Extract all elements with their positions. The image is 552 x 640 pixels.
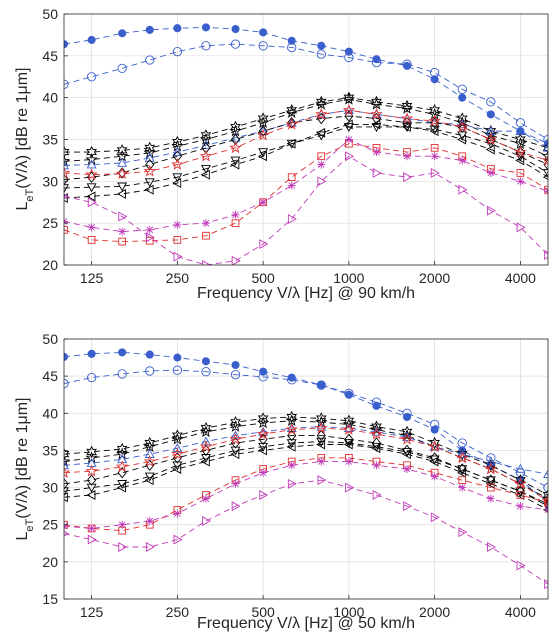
x-tick-label: 2000	[419, 270, 450, 286]
data-point	[119, 30, 126, 37]
y-tick-label: 50	[42, 6, 58, 22]
data-point	[372, 148, 380, 156]
data-point	[146, 26, 153, 33]
data-point	[174, 25, 181, 32]
data-point	[232, 361, 239, 368]
data-point	[403, 465, 411, 473]
data-point	[458, 484, 466, 492]
data-point	[345, 458, 353, 466]
data-point	[88, 223, 96, 231]
data-point	[259, 198, 267, 206]
y-tick-label: 15	[42, 591, 58, 607]
data-point	[487, 169, 495, 177]
x-tick-label: 125	[80, 270, 104, 286]
x-tick-label: 125	[80, 604, 104, 620]
data-point	[288, 461, 296, 469]
data-point	[232, 25, 239, 32]
y-tick-label: 45	[42, 368, 58, 384]
y-tick-label: 50	[42, 331, 58, 347]
data-point	[458, 156, 466, 164]
y-tick-label: 45	[42, 48, 58, 64]
data-point	[318, 381, 325, 388]
data-point	[487, 495, 495, 503]
data-point	[459, 94, 466, 101]
data-point	[232, 211, 240, 219]
data-point	[372, 461, 380, 469]
data-point	[431, 426, 438, 433]
x-tick-label: 250	[166, 270, 190, 286]
data-point	[202, 219, 210, 227]
data-point	[202, 495, 210, 503]
y-tick-label: 30	[42, 480, 58, 496]
x-axis-label: Frequency V/λ [Hz] @ 50 km/h	[197, 615, 415, 632]
y-tick-label: 35	[42, 442, 58, 458]
data-point	[88, 350, 95, 357]
data-point	[119, 349, 126, 356]
y-tick-label: 25	[42, 517, 58, 533]
x-tick-label: 250	[166, 604, 190, 620]
data-point	[516, 177, 524, 185]
y-tick-label: 25	[42, 215, 58, 231]
data-point	[431, 472, 439, 480]
x-tick-label: 1000	[333, 270, 364, 286]
data-point	[118, 521, 126, 529]
chart-panel-90kmh: 20 25 30 35 40 45 50 125 250 500 1000 2000 4000 Fre…	[14, 6, 552, 302]
y-tick-label: 20	[42, 257, 58, 273]
data-point	[202, 24, 209, 31]
data-point	[174, 354, 181, 361]
data-point	[318, 42, 325, 49]
data-point	[232, 480, 240, 488]
y-tick-label: 40	[42, 90, 58, 106]
y-tick-label: 40	[42, 405, 58, 421]
data-point	[146, 517, 154, 525]
data-point	[146, 226, 154, 234]
y-tick-label: 30	[42, 173, 58, 189]
data-point	[88, 524, 96, 532]
data-point	[403, 152, 411, 160]
data-point	[487, 111, 494, 118]
data-point	[317, 161, 325, 169]
data-point	[259, 469, 267, 477]
data-point	[345, 136, 353, 144]
x-tick-label: 4000	[505, 604, 536, 620]
data-point	[202, 358, 209, 365]
data-point	[431, 152, 439, 160]
data-point	[173, 510, 181, 518]
x-tick-label: 2000	[419, 604, 450, 620]
data-point	[516, 502, 524, 510]
data-point	[260, 368, 267, 375]
y-tick-label: 35	[42, 132, 58, 148]
data-point	[288, 182, 296, 190]
data-point	[317, 458, 325, 466]
data-point	[146, 351, 153, 358]
data-point	[118, 228, 126, 236]
x-tick-label: 500	[251, 270, 275, 286]
data-point	[173, 221, 181, 229]
x-tick-label: 4000	[505, 270, 536, 286]
x-axis-label: Frequency V/λ [Hz] @ 90 km/h	[197, 285, 415, 302]
y-tick-label: 20	[42, 554, 58, 570]
data-point	[260, 29, 267, 36]
data-point	[88, 36, 95, 43]
